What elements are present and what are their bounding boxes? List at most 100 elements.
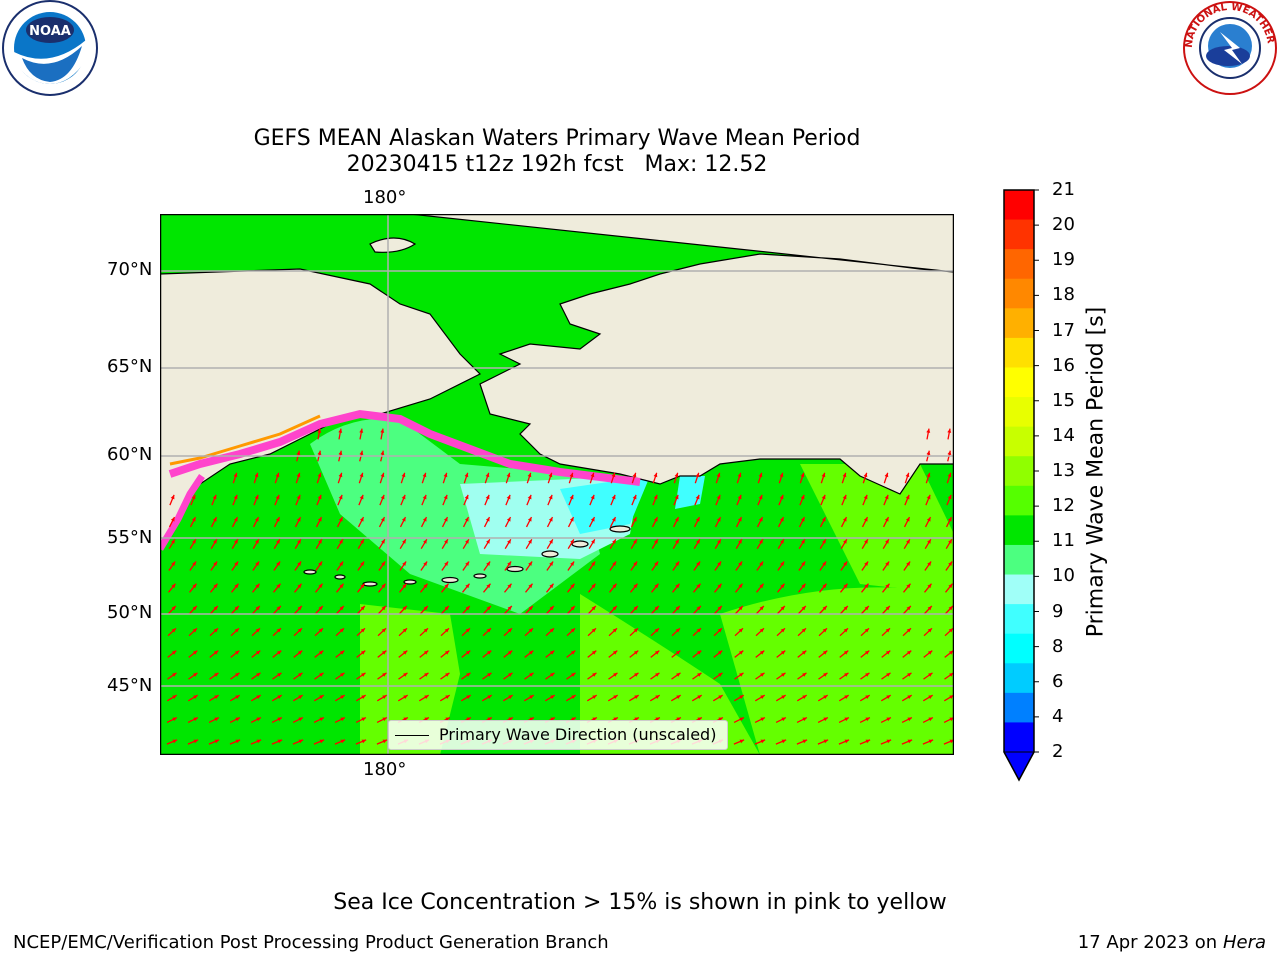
- wave-arrow-head: [801, 628, 806, 633]
- wave-arrow-head: [424, 717, 429, 722]
- wave-arrow-head: [949, 695, 954, 699]
- colorbar-tick-label: 19: [1052, 249, 1075, 271]
- wave-arrow-head: [655, 717, 660, 722]
- wave-arrow-head: [864, 539, 868, 544]
- wave-arrow-head: [464, 472, 469, 478]
- wave-arrow-head: [613, 695, 618, 699]
- wave-arrow-head: [738, 561, 743, 566]
- wave-arrow-head: [739, 695, 744, 699]
- wave-arrow-head: [548, 472, 553, 478]
- wave-arrow-head: [403, 672, 408, 677]
- wave-arrow-head: [256, 717, 261, 722]
- wave-arrow-head: [739, 717, 744, 722]
- wave-arrow-head: [381, 539, 385, 544]
- wave-arrow-head: [822, 606, 827, 611]
- wave-arrow-head: [172, 695, 177, 699]
- wave-arrow-head: [506, 472, 511, 478]
- wave-arrow-head: [675, 583, 680, 589]
- wave-arrow-head: [424, 695, 429, 699]
- wave-arrow-head: [695, 472, 700, 478]
- wave-arrow-head: [297, 628, 302, 633]
- wave-arrow-head: [529, 672, 534, 677]
- wave-arrow-head: [297, 606, 302, 611]
- wave-arrow-head: [718, 717, 723, 722]
- wave-arrow-head: [381, 583, 386, 589]
- colorbar-tick-label: 13: [1052, 460, 1075, 481]
- wave-arrow-head: [318, 561, 323, 566]
- wave-arrow-head: [590, 517, 595, 522]
- colorbar-tick-label: 8: [1052, 635, 1064, 657]
- wave-arrow-head: [527, 472, 532, 478]
- wave-arrow-head: [339, 606, 344, 611]
- wave-arrow-head: [256, 672, 261, 677]
- wave-arrow-head: [737, 494, 742, 500]
- wave-arrow-head: [359, 428, 364, 433]
- wave-arrow-head: [508, 672, 513, 677]
- colorbar-segment: [1004, 663, 1034, 694]
- wave-arrow-head: [318, 628, 323, 633]
- wave-arrow-head: [171, 583, 176, 589]
- colorbar-segment: [1004, 426, 1034, 457]
- colorbar-segment: [1004, 633, 1034, 664]
- wave-arrow-head: [926, 517, 931, 522]
- wave-arrow-head: [254, 517, 259, 522]
- wave-arrow-head: [254, 472, 259, 478]
- wave-arrow-head: [444, 628, 449, 633]
- wave-arrow-head: [781, 717, 786, 722]
- colorbar-title: Primary Wave Mean Period [s]: [1083, 306, 1109, 638]
- wave-arrow-head: [905, 517, 910, 522]
- wave-arrow-head: [570, 650, 576, 655]
- wave-arrow-head: [340, 739, 346, 744]
- wave-arrow-head: [508, 717, 513, 722]
- wave-arrow-head: [296, 517, 301, 522]
- wave-arrow-head: [947, 428, 952, 433]
- wave-arrow-head: [926, 472, 931, 478]
- wave-arrow-head: [821, 472, 826, 478]
- wave-arrow-head: [779, 472, 784, 478]
- wave-arrow-head: [780, 561, 785, 566]
- wave-arrow-head: [759, 583, 764, 589]
- wave-arrow-head: [760, 717, 765, 722]
- land-aleutians: [303, 525, 631, 587]
- wave-arrow-head: [192, 583, 197, 589]
- wave-arrow-head: [549, 539, 553, 544]
- wave-arrow-head: [507, 628, 512, 633]
- footer-date-text: 17 Apr 2023 on: [1077, 932, 1223, 953]
- wave-arrow-head: [737, 517, 742, 522]
- wave-arrow-head: [591, 628, 596, 633]
- wave-arrow-head: [632, 517, 637, 522]
- wave-arrow-head: [821, 517, 826, 522]
- wave-arrow-head: [927, 650, 933, 655]
- wave-arrow-head: [423, 628, 428, 633]
- wave-arrow-head: [697, 695, 702, 699]
- wave-arrow-head: [172, 717, 177, 722]
- wave-arrow-head: [381, 561, 386, 566]
- wave-arrow-head: [486, 539, 490, 544]
- wave-arrow-head: [864, 561, 869, 566]
- wave-arrow-head: [674, 494, 679, 500]
- wave-arrow-head: [233, 494, 238, 500]
- wave-arrow-head: [571, 695, 576, 699]
- wave-arrow-head: [906, 606, 911, 611]
- wave-arrow-head: [234, 628, 239, 633]
- wave-arrow-head: [359, 450, 364, 456]
- footer-date: 17 Apr 2023 on Hera: [1078, 932, 1266, 953]
- wave-arrow-head: [717, 561, 722, 566]
- wave-arrow-head: [212, 494, 217, 500]
- wave-arrow-head: [445, 672, 450, 677]
- colorbar-tick-label: 6: [1052, 670, 1064, 692]
- colorbar-segment: [1004, 190, 1034, 221]
- wave-arrow-head: [612, 606, 617, 611]
- wave-arrow-head: [822, 583, 827, 589]
- wave-arrow-head: [927, 606, 932, 611]
- wave-arrow-head: [193, 739, 199, 744]
- lat-label-45: 45°N: [107, 675, 153, 696]
- wave-arrow-head: [550, 672, 555, 677]
- wave-arrow-head: [256, 739, 262, 744]
- wave-arrow-head: [193, 695, 198, 699]
- wave-arrow-head: [907, 695, 912, 699]
- wave-arrow-head: [655, 672, 660, 677]
- wave-arrow-head: [569, 494, 574, 500]
- wave-arrow-head: [718, 672, 723, 677]
- wave-arrow-head: [298, 695, 303, 699]
